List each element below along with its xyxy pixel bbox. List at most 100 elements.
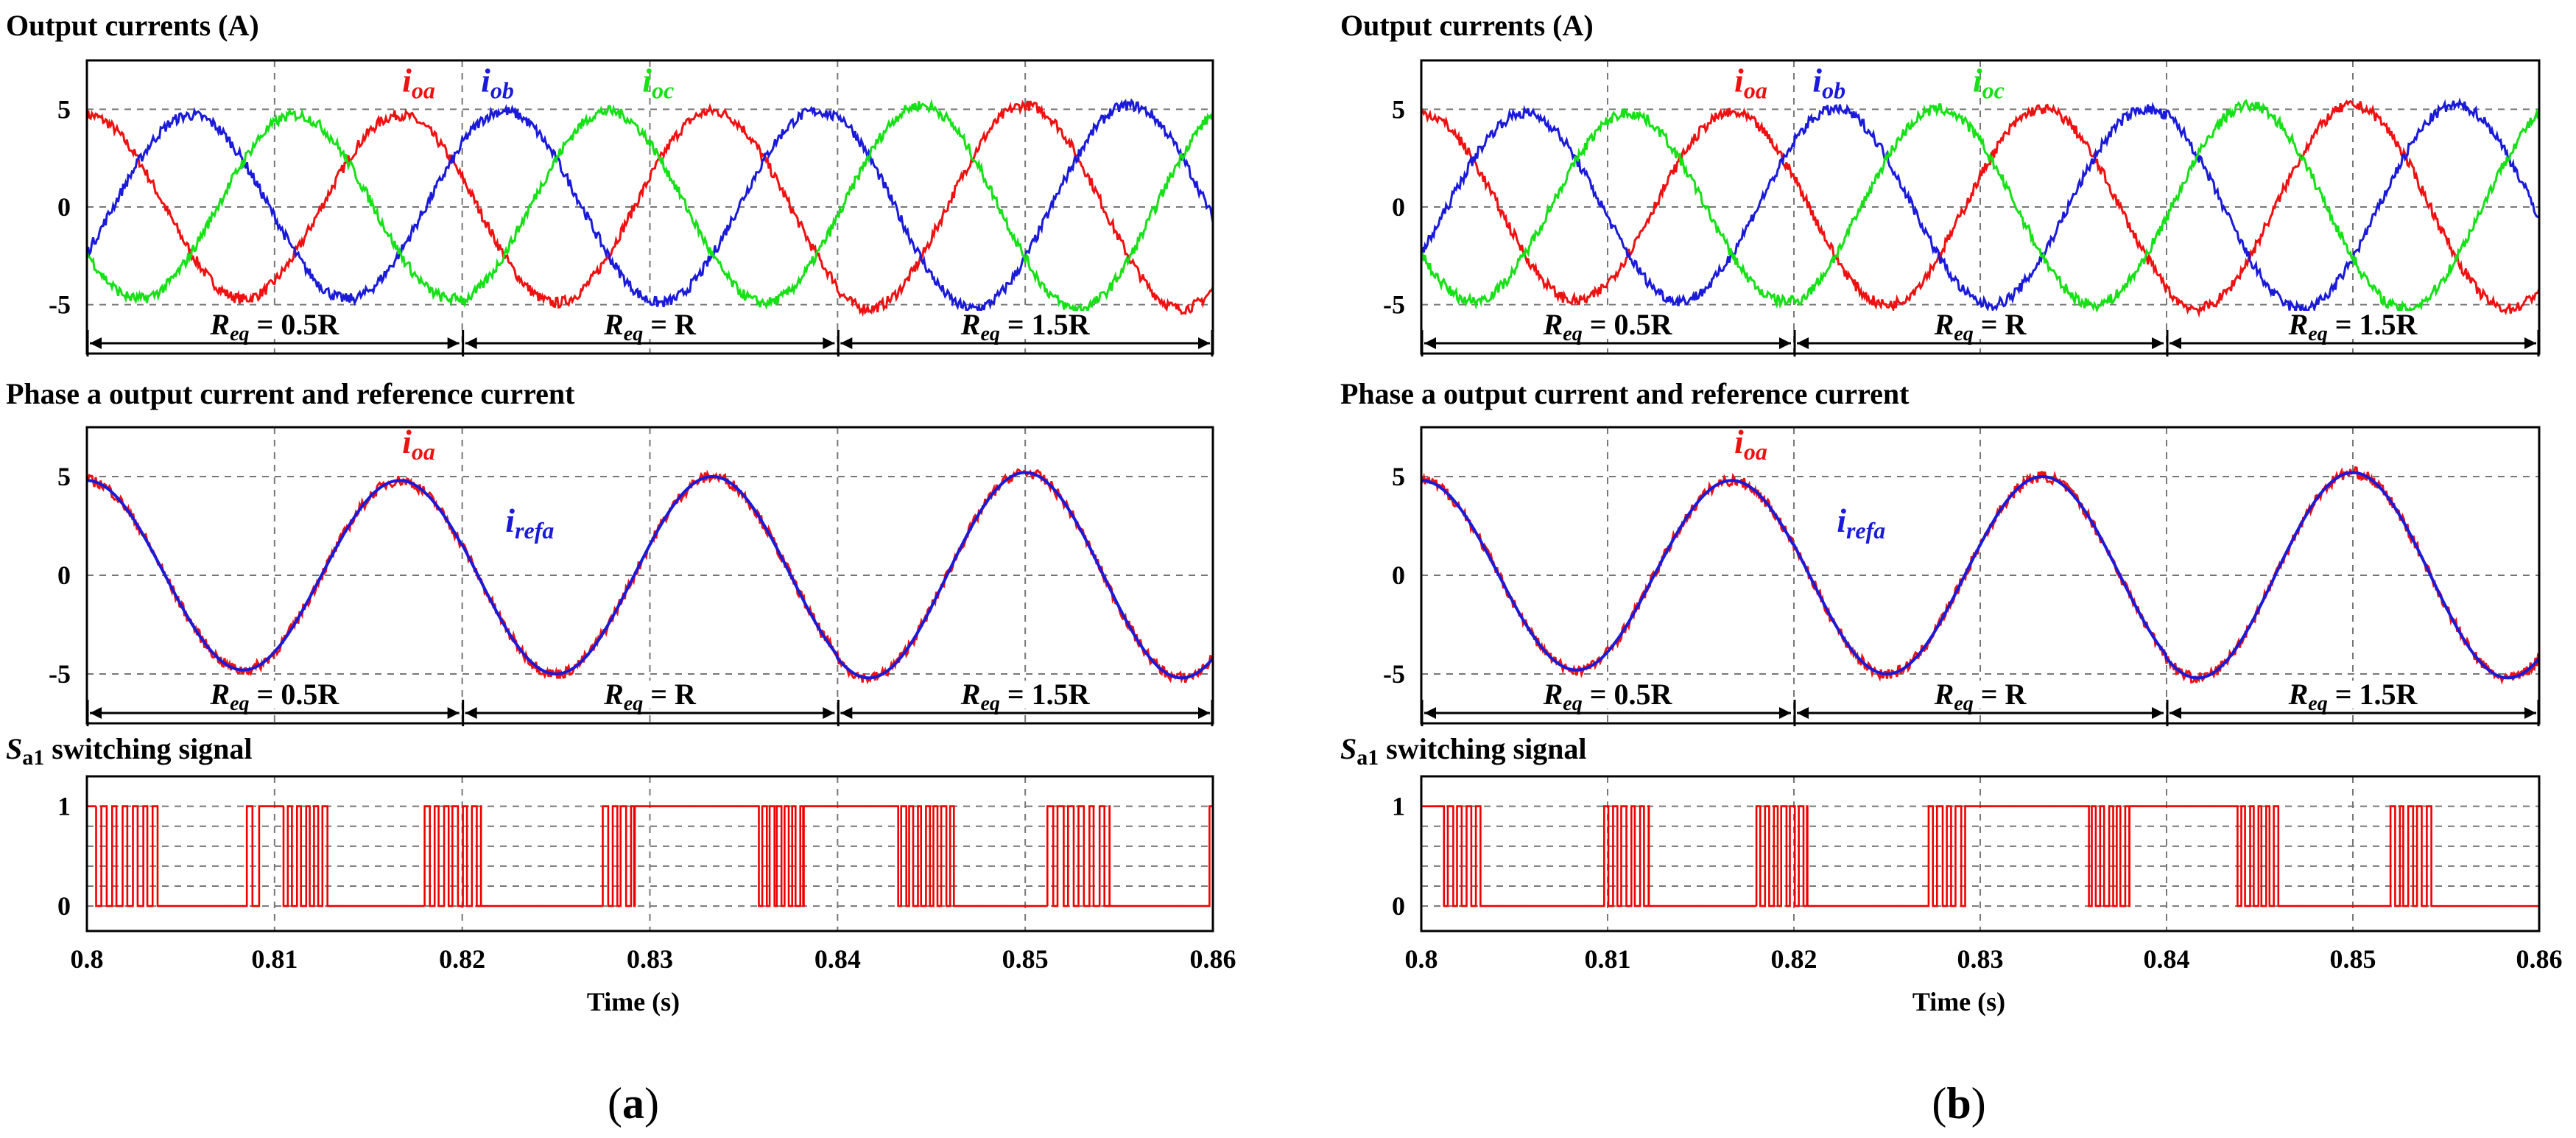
arrow-head-left	[2169, 337, 2181, 349]
y-tick-label: 1	[57, 792, 71, 821]
region-label-bg	[1892, 311, 2069, 339]
arrow-head-right	[2152, 337, 2164, 349]
region-label-bg	[937, 681, 1114, 709]
arrow-head-right	[823, 337, 835, 349]
y-tick-label: 5	[1392, 94, 1405, 124]
region-label-bg	[937, 311, 1114, 339]
y-tick-label: -5	[49, 290, 71, 320]
plot-frame	[1420, 426, 2541, 725]
x-tick-label: 0.85	[2330, 944, 2376, 974]
y-tick-label: 0	[57, 891, 71, 921]
subplot-a-3: Sa1 switching signal 1 00.8 0.81 0.82 0.83 0.8…	[6, 732, 1236, 1016]
arrow-head-left	[1424, 337, 1436, 349]
series-label-ioa: ioa	[1734, 423, 1767, 465]
region-label: Req = 0.5R	[1543, 308, 1673, 345]
plot-frame	[1420, 59, 2541, 355]
x-tick-label: 0.86	[2516, 944, 2563, 974]
x-tick-label: 0.82	[1771, 944, 1817, 974]
y-tick-label: 5	[1392, 462, 1405, 491]
series-irefa	[1421, 471, 2541, 680]
region-label-bg	[561, 311, 739, 339]
series-ioa	[85, 468, 1214, 685]
x-tick-label: 0.8	[1405, 944, 1438, 974]
region-label: Req = 0.5R	[1543, 678, 1673, 715]
series-ioc	[85, 98, 1214, 316]
arrow-head-left	[840, 707, 853, 719]
x-tick-label: 0.85	[1002, 944, 1049, 974]
region-label: Req = 0.5R	[209, 678, 339, 715]
series-label-ioa: ioa	[1734, 61, 1767, 103]
x-tick-label: 0.82	[439, 944, 485, 974]
x-tick-label: 0.83	[1957, 944, 2004, 974]
y-tick-label: 0	[1392, 891, 1405, 921]
series-ioa	[85, 99, 1214, 317]
panel-a: Output currents (A) 5 0 -5 ioa iob ioc Req = 0.…	[6, 9, 1236, 1128]
x-tick-label: 0.81	[1585, 944, 1631, 974]
region-label: Req = 1.5R	[960, 678, 1091, 715]
arrow-head-right	[2152, 707, 2164, 719]
series-label-irefa: irefa	[505, 502, 554, 544]
arrow-head-left	[2169, 707, 2181, 719]
subplot-title: Sa1 switching signal	[1340, 732, 1587, 770]
panel-caption: (a)	[608, 1079, 659, 1128]
series-sa1	[1421, 805, 2540, 907]
arrow-head-left	[1797, 707, 1809, 719]
series-label-ioa: ioa	[402, 61, 435, 103]
arrow-head-right	[447, 337, 460, 349]
region-label-bg	[2264, 311, 2441, 339]
region-label: Req = R	[1934, 678, 2027, 715]
y-tick-label: -5	[1383, 290, 1405, 320]
x-tick-label: 0.83	[627, 944, 673, 974]
x-tick-label: 0.86	[1190, 944, 1236, 974]
y-tick-label: 5	[57, 462, 71, 491]
y-tick-label: -5	[1383, 659, 1405, 689]
region-label: Req = R	[1934, 308, 2027, 345]
region-label-bg	[1519, 311, 1696, 339]
arrow-head-right	[1779, 707, 1791, 719]
region-label-bg	[561, 681, 739, 709]
x-tick-label: 0.84	[814, 944, 861, 974]
y-tick-label: 0	[57, 192, 71, 222]
region-label-bg	[2264, 681, 2441, 709]
arrow-head-left	[465, 337, 477, 349]
subplot-a-2: Phase a output current and reference cur…	[6, 377, 1214, 726]
subplot-title: Sa1 switching signal	[6, 732, 253, 770]
subplot-a-1: Output currents (A) 5 0 -5 ioa iob ioc Req = 0.…	[6, 9, 1214, 356]
arrow-head-right	[1198, 707, 1210, 719]
y-tick-label: 0	[1392, 561, 1405, 590]
subplot-b-1: Output currents (A) 5 0 -5 ioa iob ioc Req = 0.…	[1340, 9, 2541, 356]
panel-caption: (b)	[1932, 1079, 1985, 1128]
series-label-ioa: ioa	[402, 423, 435, 465]
series-label-ioc: ioc	[1973, 61, 2005, 103]
arrow-head-right	[823, 707, 835, 719]
series-irefa	[87, 471, 1214, 680]
y-tick-label: 1	[1392, 792, 1405, 821]
subplot-title: Output currents (A)	[1340, 9, 1594, 42]
plot-frame	[85, 59, 1214, 355]
arrow-head-left	[1797, 337, 1809, 349]
plot-frame	[85, 426, 1214, 725]
x-tick-label: 0.8	[71, 944, 104, 974]
plot-frame	[85, 775, 1214, 932]
region-label-bg	[1519, 681, 1696, 709]
panel-b: Output currents (A) 5 0 -5 ioa iob ioc Req = 0.…	[1340, 9, 2563, 1128]
region-label: Req = 1.5R	[2288, 308, 2418, 345]
series-label-iob: iob	[481, 61, 514, 103]
y-tick-label: 0	[57, 561, 71, 590]
series-sa1	[86, 805, 1214, 907]
x-axis-label: Time (s)	[1912, 987, 2005, 1016]
y-tick-label: 5	[57, 94, 71, 124]
region-label: Req = R	[603, 308, 697, 345]
region-label: Req = 1.5R	[2288, 678, 2418, 715]
x-tick-label: 0.81	[251, 944, 298, 974]
arrow-head-right	[2524, 707, 2536, 719]
series-label-irefa: irefa	[1837, 502, 1885, 544]
plot-frame	[1420, 775, 2541, 932]
x-axis-label: Time (s)	[587, 987, 680, 1016]
arrow-head-left	[840, 337, 853, 349]
region-label-bg	[1892, 681, 2069, 709]
region-label-bg	[186, 311, 363, 339]
arrow-head-right	[1198, 337, 1210, 349]
arrow-head-left	[90, 707, 102, 719]
subplot-title: Output currents (A)	[6, 9, 259, 42]
